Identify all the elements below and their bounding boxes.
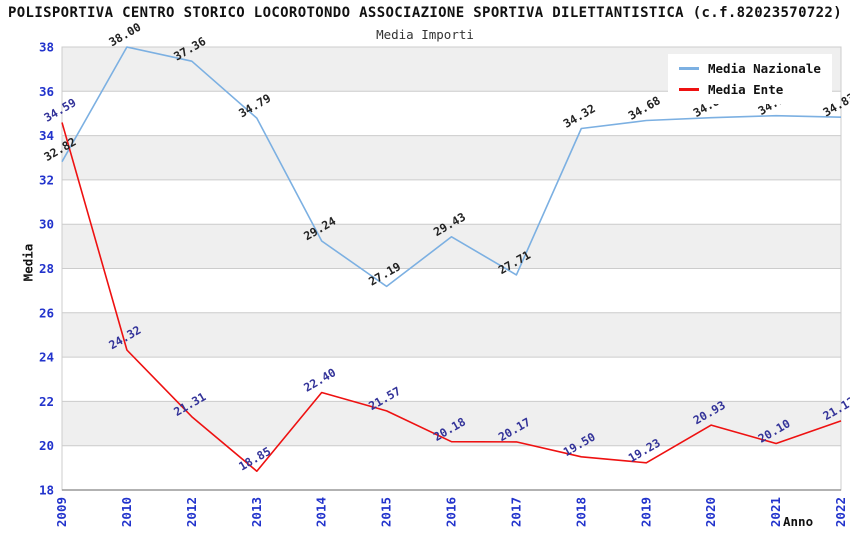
svg-text:2019: 2019 [638, 497, 653, 527]
chart-title: POLISPORTIVA CENTRO STORICO LOCOROTONDO … [8, 5, 842, 21]
svg-text:26: 26 [39, 305, 54, 320]
svg-text:36: 36 [39, 84, 54, 99]
chart-subtitle: Media Importi [376, 27, 474, 42]
svg-text:38.00: 38.00 [106, 20, 143, 49]
svg-text:2017: 2017 [508, 497, 523, 527]
x-axis-title: Anno [783, 514, 814, 529]
svg-text:2015: 2015 [379, 497, 394, 527]
legend-item-media-ente: Media Ente [679, 82, 821, 97]
svg-text:34.68: 34.68 [626, 93, 663, 122]
svg-text:2013: 2013 [249, 497, 264, 527]
svg-text:34: 34 [39, 128, 54, 143]
legend-item-media-nazionale: Media Nazionale [679, 61, 821, 76]
svg-text:2010: 2010 [119, 497, 134, 527]
svg-text:34.32: 34.32 [561, 101, 598, 130]
svg-text:28: 28 [39, 261, 54, 276]
svg-text:30: 30 [39, 217, 54, 232]
svg-text:2021: 2021 [768, 497, 783, 527]
svg-text:2016: 2016 [444, 497, 459, 527]
svg-text:2012: 2012 [184, 497, 199, 527]
legend-label: Media Nazionale [708, 61, 821, 76]
svg-text:34.59: 34.59 [42, 95, 79, 124]
svg-text:32: 32 [39, 172, 54, 187]
legend-label: Media Ente [708, 82, 784, 97]
svg-text:2009: 2009 [54, 497, 69, 527]
svg-text:24: 24 [39, 350, 54, 365]
svg-text:2014: 2014 [314, 497, 329, 527]
svg-text:2018: 2018 [573, 497, 588, 527]
line-swatch-icon [679, 67, 699, 70]
svg-text:2022: 2022 [833, 497, 848, 527]
svg-text:20: 20 [39, 438, 54, 453]
svg-text:18: 18 [39, 483, 54, 498]
y-axis-title: Media [20, 243, 36, 282]
svg-text:22.40: 22.40 [301, 365, 338, 394]
svg-text:22: 22 [39, 394, 54, 409]
svg-text:2020: 2020 [703, 497, 718, 527]
legend: Media Nazionale Media Ente [668, 54, 832, 104]
line-swatch-icon [679, 88, 699, 91]
svg-text:38: 38 [39, 40, 54, 55]
